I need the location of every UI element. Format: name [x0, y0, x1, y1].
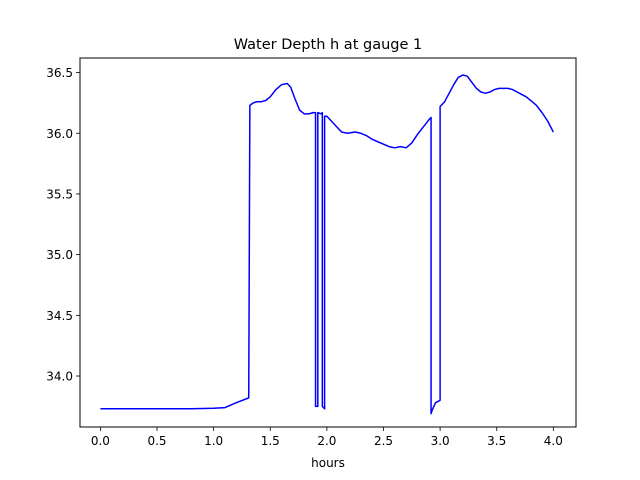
- series-line-0: [100, 74, 555, 415]
- x-tick-label: 3.5: [487, 434, 506, 448]
- x-tick-label: 0.0: [91, 434, 110, 448]
- x-tick-label: 2.5: [374, 434, 393, 448]
- x-tick-label: 1.0: [204, 434, 223, 448]
- x-tick-label: 3.0: [431, 434, 450, 448]
- y-tick-label: 34.0: [46, 370, 73, 384]
- y-tick-label: 36.0: [46, 127, 73, 141]
- y-tick-label: 36.5: [46, 66, 73, 80]
- x-axis-label: hours: [311, 456, 345, 470]
- plot-frame: [79, 57, 577, 428]
- x-tick-label: 1.5: [261, 434, 280, 448]
- x-tick-label: 4.0: [544, 434, 563, 448]
- y-axis-ticks: 34.0 34.5 35.0 35.5 36.0 36.5: [46, 66, 80, 384]
- x-axis-ticks: 0.0 0.5 1.0 1.5 2.0 2.5 3.0 3.5 4.0: [91, 427, 563, 448]
- x-tick-label: 0.5: [147, 434, 166, 448]
- chart-title: Water Depth h at gauge 1: [234, 37, 422, 53]
- series-layer: [100, 74, 555, 415]
- y-tick-label: 35.5: [46, 187, 73, 201]
- y-tick-label: 34.5: [46, 309, 73, 323]
- y-tick-label: 35.0: [46, 248, 73, 262]
- x-tick-label: 2.0: [317, 434, 336, 448]
